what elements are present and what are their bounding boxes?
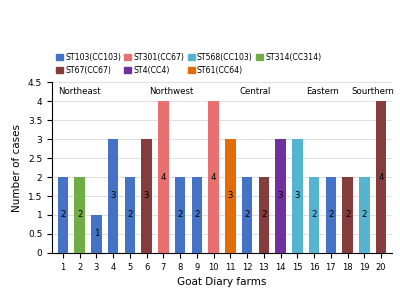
Bar <box>359 177 370 253</box>
Text: Northwest: Northwest <box>150 87 194 96</box>
Text: 2: 2 <box>127 211 133 219</box>
Bar <box>58 177 68 253</box>
Text: 2: 2 <box>77 211 82 219</box>
Text: 2: 2 <box>328 211 334 219</box>
Bar <box>225 139 236 253</box>
Bar <box>276 139 286 253</box>
Text: 3: 3 <box>278 191 283 201</box>
Bar <box>108 139 118 253</box>
Text: 2: 2 <box>345 211 350 219</box>
Bar <box>208 101 219 253</box>
Text: 2: 2 <box>177 211 183 219</box>
Bar <box>242 177 252 253</box>
Text: 2: 2 <box>261 211 267 219</box>
Text: 2: 2 <box>194 211 200 219</box>
Bar <box>125 177 135 253</box>
Text: 3: 3 <box>144 191 149 201</box>
Bar <box>376 101 386 253</box>
Text: 4: 4 <box>378 173 384 182</box>
Bar <box>74 177 85 253</box>
Text: 2: 2 <box>60 211 66 219</box>
Text: 3: 3 <box>295 191 300 201</box>
Text: 2: 2 <box>244 211 250 219</box>
Bar <box>309 177 319 253</box>
Text: 2: 2 <box>362 211 367 219</box>
Text: 4: 4 <box>211 173 216 182</box>
Bar <box>326 177 336 253</box>
Text: Central: Central <box>240 87 271 96</box>
Bar <box>91 215 102 253</box>
Bar <box>175 177 185 253</box>
Bar <box>259 177 269 253</box>
X-axis label: Goat Diary farms: Goat Diary farms <box>177 277 267 287</box>
Bar <box>292 139 302 253</box>
Text: 3: 3 <box>110 191 116 201</box>
Bar <box>158 101 168 253</box>
Text: Eastern: Eastern <box>306 87 339 96</box>
Bar <box>192 177 202 253</box>
Text: Sourthern: Sourthern <box>351 87 394 96</box>
Y-axis label: Number of cases: Number of cases <box>12 123 22 212</box>
Text: 1: 1 <box>94 229 99 238</box>
Legend: ST103(CC103), ST67(CC67), ST301(CC67), ST4(CC4), ST568(CC103), ST61(CC64), ST314: ST103(CC103), ST67(CC67), ST301(CC67), S… <box>56 53 321 75</box>
Bar <box>142 139 152 253</box>
Text: 3: 3 <box>228 191 233 201</box>
Text: Northeast: Northeast <box>58 87 101 96</box>
Text: 4: 4 <box>161 173 166 182</box>
Text: 2: 2 <box>311 211 317 219</box>
Bar <box>342 177 353 253</box>
